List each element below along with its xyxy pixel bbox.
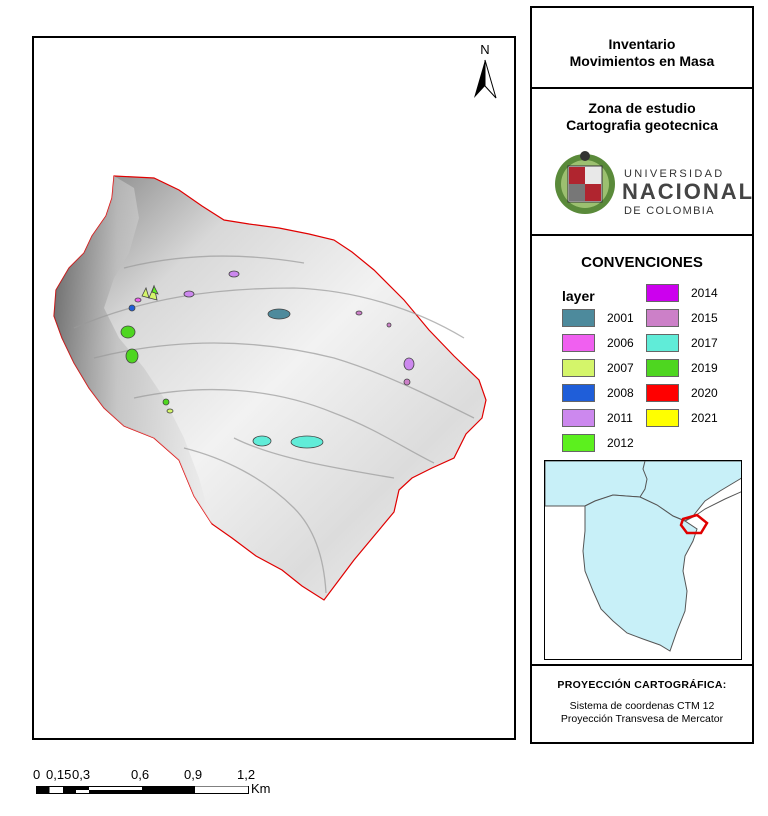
study-area-terrain xyxy=(53,175,487,601)
legend-swatch xyxy=(562,384,595,402)
legend-swatch xyxy=(562,434,595,452)
legend-label: 2011 xyxy=(607,411,633,425)
legend-label: 2006 xyxy=(607,336,634,350)
legend-label: 2007 xyxy=(607,361,634,375)
panel-title-line2: Movimientos en Masa xyxy=(569,53,715,69)
scale-label-09: 0,9 xyxy=(184,767,203,782)
legend-layer-label: layer xyxy=(562,288,595,304)
inset-location-map xyxy=(544,460,742,660)
projection-line2: Proyección Transvesa de Mercator xyxy=(560,713,724,725)
legend-label: 2012 xyxy=(607,436,634,450)
legend-swatch xyxy=(646,284,679,302)
scale-label-06: 0,6 xyxy=(131,767,150,782)
scale-label-12: 1,2 xyxy=(237,767,256,782)
inset-map-drawing xyxy=(545,461,741,652)
scale-label-015: 0,15 xyxy=(46,767,72,782)
legend-label: 2015 xyxy=(691,311,718,325)
logo-text-de-colombia: DE COLOMBIA xyxy=(624,205,715,217)
projection-line1: Sistema de coordenas CTM 12 xyxy=(569,700,715,712)
legend-swatch xyxy=(562,334,595,352)
map-frame xyxy=(32,36,516,740)
study-line2: Cartografia geotecnica xyxy=(566,117,718,133)
north-arrow-icon xyxy=(474,59,497,99)
legend-swatch xyxy=(562,309,595,327)
section-divider xyxy=(532,234,752,236)
logo-text-nacional: NACIONAL xyxy=(622,179,755,204)
legend-label: 2008 xyxy=(607,386,634,400)
north-label: N xyxy=(480,42,490,57)
legend-swatch xyxy=(646,334,679,352)
legend-swatch xyxy=(646,409,679,427)
hillshade-map xyxy=(53,175,487,601)
legend-swatch xyxy=(646,384,679,402)
section-divider xyxy=(532,664,752,666)
side-panel: Inventario Movimientos en Masa Zona de e… xyxy=(530,6,754,744)
section-divider xyxy=(532,87,752,89)
legend-label: 2019 xyxy=(691,361,718,375)
scale-label-03: 0,3 xyxy=(72,767,91,782)
legend-title: CONVENCIONES xyxy=(581,254,703,271)
projection-title: PROYECCIÓN CARTOGRÁFICA: xyxy=(557,679,727,691)
legend-swatch xyxy=(646,309,679,327)
legend-label: 2001 xyxy=(607,311,634,325)
legend-swatch xyxy=(562,359,595,377)
legend-label: 2020 xyxy=(691,386,718,400)
legend-label: 2014 xyxy=(691,286,718,300)
inset-study-area-outline xyxy=(679,513,709,535)
legend-label: 2017 xyxy=(691,336,718,350)
logo-text-universidad: UNIVERSIDAD xyxy=(624,168,725,180)
scale-label-0: 0 xyxy=(33,767,41,782)
unal-seal-icon xyxy=(555,151,615,214)
terrain-ridges xyxy=(73,255,475,594)
scale-bar xyxy=(36,786,249,794)
legend-label: 2021 xyxy=(691,411,718,425)
terrain-shadow-west xyxy=(54,176,212,524)
scale-unit: Km xyxy=(251,781,271,796)
legend-swatch xyxy=(646,359,679,377)
landslide-polygons xyxy=(120,270,415,449)
study-line1: Zona de estudio xyxy=(588,100,696,116)
legend-swatch xyxy=(562,409,595,427)
panel-title-line1: Inventario xyxy=(608,36,676,52)
